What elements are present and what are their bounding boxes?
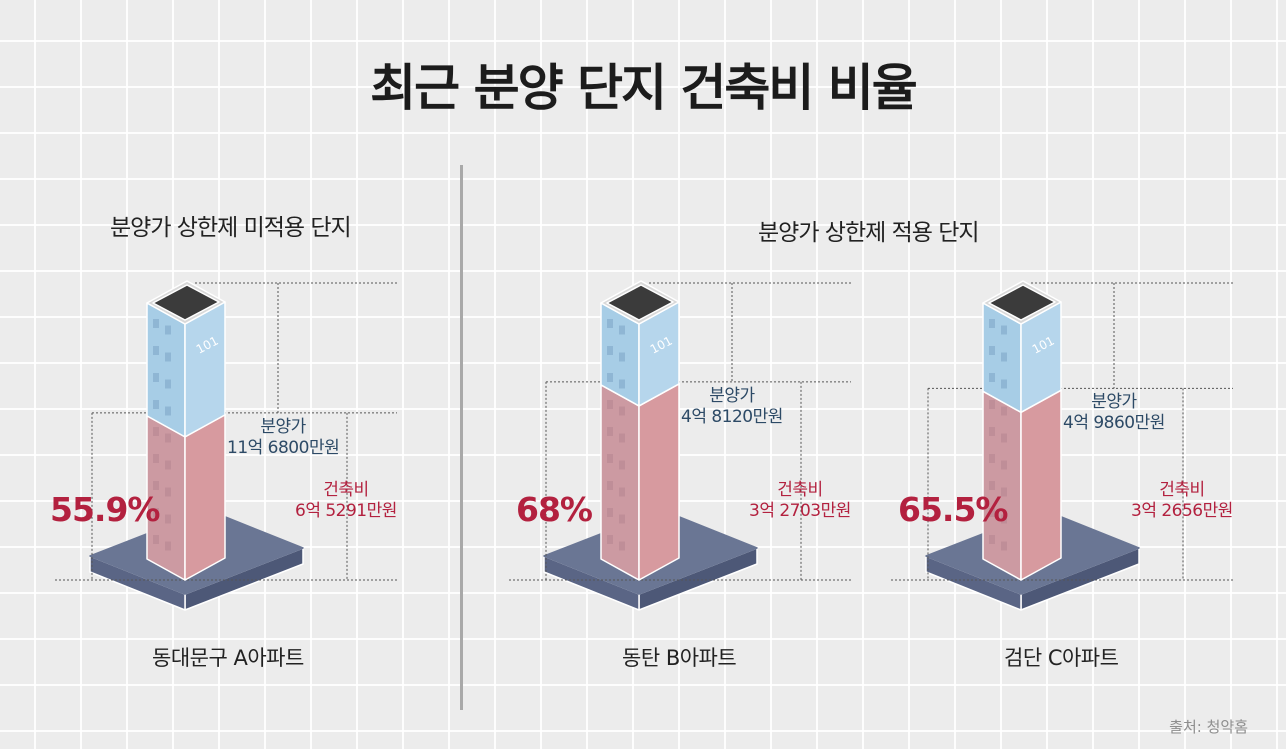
window — [1001, 487, 1007, 497]
construction-cost-label: 건축비 6억 5291만원 — [295, 480, 397, 521]
window — [619, 487, 625, 497]
building-svg: 101 — [509, 280, 851, 611]
section-divider — [460, 165, 463, 710]
window — [989, 535, 995, 544]
window — [619, 406, 625, 416]
window — [607, 373, 613, 382]
apartment-name: 동대문구 A아파트 — [152, 646, 304, 670]
building: 101 — [600, 280, 680, 581]
window — [607, 508, 613, 517]
window — [1001, 406, 1007, 416]
window — [989, 319, 995, 328]
building-svg: 101 — [55, 280, 397, 611]
window — [153, 481, 159, 490]
window — [1001, 433, 1007, 443]
window — [619, 352, 625, 362]
cost-block-right-face — [638, 383, 680, 581]
window — [153, 454, 159, 463]
sale-price-label: 분양가 4억 9860만원 — [1063, 392, 1165, 434]
window — [153, 400, 159, 409]
window — [1001, 541, 1007, 551]
window — [619, 541, 625, 551]
window — [619, 325, 625, 335]
cost-ratio-label: 55.9% — [50, 490, 160, 529]
window — [989, 481, 995, 490]
window — [165, 406, 171, 416]
window — [607, 535, 613, 544]
window — [619, 460, 625, 470]
roof-opening — [152, 284, 220, 321]
group-title-capped: 분양가 상한제 적용 단지 — [758, 220, 980, 246]
window — [607, 481, 613, 490]
building: 101 — [146, 280, 226, 581]
guide-lines — [891, 282, 1233, 581]
building: 101 — [982, 280, 1062, 581]
window — [607, 427, 613, 436]
window — [1001, 352, 1007, 362]
source-note: 출처: 청약홈 — [1169, 718, 1248, 736]
window — [1001, 325, 1007, 335]
building-svg: 101 — [891, 280, 1233, 611]
infographic-title: 최근 분양 단지 건축비 비율 — [370, 59, 918, 117]
window — [989, 454, 995, 463]
window — [165, 541, 171, 551]
cost-block-right-face — [184, 414, 226, 581]
window — [607, 400, 613, 409]
guide-lines — [509, 282, 851, 581]
window — [153, 373, 159, 382]
window — [989, 346, 995, 355]
window — [153, 535, 159, 544]
window — [153, 346, 159, 355]
construction-cost-label: 건축비 3억 2656만원 — [1131, 480, 1233, 521]
window — [165, 514, 171, 524]
window — [619, 514, 625, 524]
window — [619, 379, 625, 389]
window — [619, 433, 625, 443]
window — [165, 352, 171, 362]
window — [989, 373, 995, 382]
cost-ratio-label: 68% — [516, 490, 593, 529]
group-title-uncapped: 분양가 상한제 미적용 단지 — [110, 215, 352, 241]
window — [607, 346, 613, 355]
window — [989, 400, 995, 409]
window — [989, 508, 995, 517]
price-block-left-face — [146, 302, 186, 438]
price-block-right-face — [184, 301, 226, 438]
window — [153, 427, 159, 436]
window — [165, 433, 171, 443]
window — [607, 454, 613, 463]
window — [165, 460, 171, 470]
sale-price-label: 분양가 11억 6800만원 — [227, 416, 340, 458]
roof-opening — [988, 284, 1056, 321]
window — [989, 427, 995, 436]
window — [1001, 379, 1007, 389]
window — [1001, 460, 1007, 470]
window — [607, 319, 613, 328]
cost-ratio-label: 65.5% — [898, 490, 1008, 529]
window — [165, 487, 171, 497]
window — [153, 319, 159, 328]
cost-block-left-face — [982, 390, 1022, 581]
construction-cost-label: 건축비 3억 2703만원 — [749, 480, 851, 521]
sale-price-label: 분양가 4억 8120만원 — [681, 385, 783, 427]
window — [165, 379, 171, 389]
roof-opening — [606, 284, 674, 321]
cost-block-right-face — [1020, 389, 1062, 581]
apartment-name: 동탄 B아파트 — [622, 646, 737, 670]
window — [165, 325, 171, 335]
window — [153, 508, 159, 517]
guide-lines — [55, 282, 397, 581]
apartment-name: 검단 C아파트 — [1004, 646, 1119, 670]
window — [1001, 514, 1007, 524]
